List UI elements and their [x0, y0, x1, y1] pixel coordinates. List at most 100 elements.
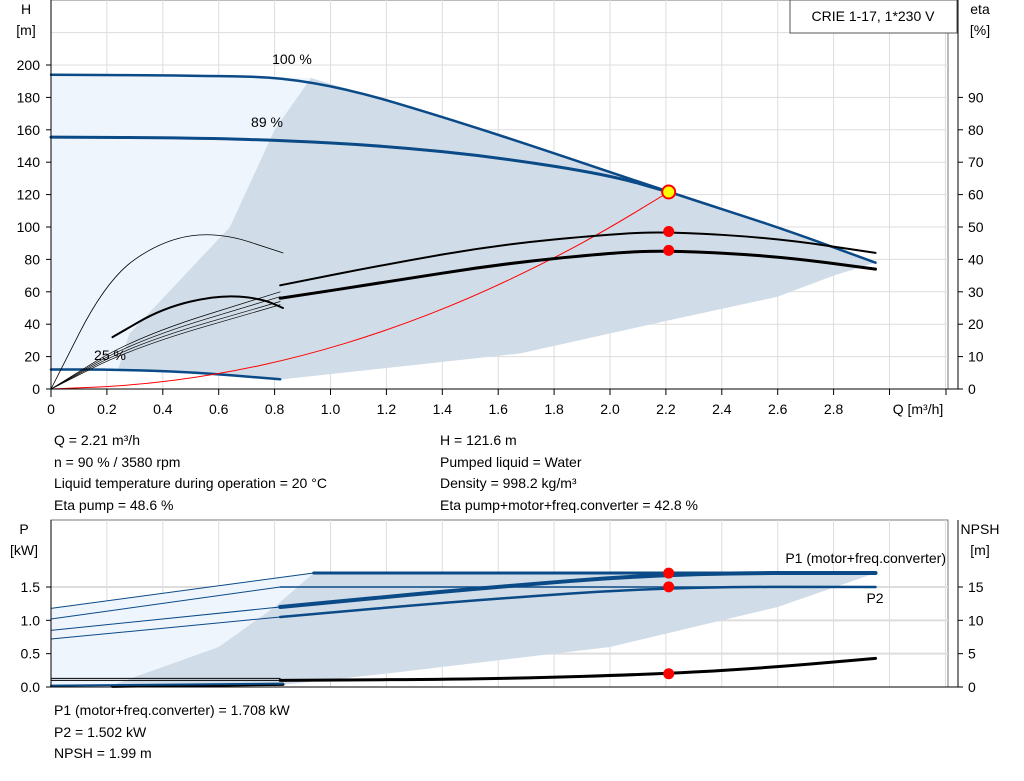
y2-tick-label: 10 [968, 612, 984, 628]
curve-p1-low2 [50, 606, 281, 631]
legend-box [789, 0, 958, 34]
x-tick-label: 2.0 [600, 401, 620, 417]
y-tick-label: 40 [24, 316, 40, 332]
region-light [51, 74, 311, 389]
y-tick-label: 200 [17, 57, 41, 73]
y2-tick-label: 80 [968, 122, 984, 138]
x-tick-label: 0 [47, 401, 55, 417]
operating-point [663, 226, 675, 238]
region-dark [106, 572, 876, 687]
curve-p2-low [50, 586, 281, 620]
chart-1 [46, 519, 963, 688]
curve-p-min [50, 682, 284, 687]
y-tick-label: 1.5 [21, 579, 41, 595]
y-tick-label: 60 [24, 284, 40, 300]
y-tick-label: 0 [32, 381, 40, 397]
x-tick-label: 1.4 [433, 401, 453, 417]
info-bottom: P1 (motor+freq.converter) = 1.708 kW P2 … [54, 700, 290, 765]
y2-tick-label: 10 [968, 349, 984, 365]
x-tick-label: 1.8 [544, 401, 564, 417]
y2-axis-label: NPSH [961, 521, 1000, 537]
y-tick-label: 20 [24, 349, 40, 365]
chart-0 [46, 0, 963, 397]
curve-label-25: 25 % [94, 347, 126, 363]
y-tick-label: 1.0 [21, 612, 41, 628]
curve-eta-total-low [111, 295, 284, 339]
curve-npsh [278, 656, 878, 682]
y-axis-label: P [19, 521, 28, 537]
info-n: n = 90 % / 3580 rpm [54, 453, 181, 470]
info-temp: Liquid temperature during operation = 20… [54, 475, 327, 491]
y2-tick-label: 20 [968, 316, 984, 332]
info-liquid: Pumped liquid = Water [440, 453, 582, 470]
x-axis-label: Q [m³/h] [893, 401, 944, 417]
region-dark [118, 77, 876, 380]
info-q: Q = 2.21 m³/h [54, 432, 140, 448]
operating-point [663, 567, 675, 579]
info-h: H = 121.6 m [440, 432, 517, 448]
label-p1: P1 (motor+freq.converter) [785, 550, 946, 566]
x-tick-label: 1.6 [488, 401, 508, 417]
label-p2: P2 [866, 590, 883, 606]
curve-eta-fan4 [50, 304, 281, 390]
y2-tick-label: 50 [968, 219, 984, 235]
curve-speed-89 [49, 135, 671, 194]
curve-label-89: 89 % [251, 114, 283, 130]
x-tick-label: 1.2 [377, 401, 397, 417]
info-density: Density = 998.2 kg/m³ [440, 475, 577, 491]
y2-tick-label: 0 [968, 381, 976, 397]
curve-p2 [278, 585, 877, 619]
curve-label-100: 100 % [272, 51, 312, 67]
y2-axis-label: eta [970, 1, 990, 17]
x-tick-label: 0.8 [265, 401, 285, 417]
y-tick-label: 0.0 [21, 679, 41, 695]
info-p1: P1 (motor+freq.converter) = 1.708 kW [54, 702, 290, 718]
curve-speed-25 [49, 368, 282, 381]
y2-tick-label: 30 [968, 284, 984, 300]
curve-p2-low2 [50, 616, 281, 640]
curve-p1-low [50, 572, 315, 609]
operating-point [663, 244, 675, 256]
info-left: Q = 2.21 m³/h n = 90 % / 3580 rpm Liquid… [54, 430, 327, 516]
y-tick-label: 180 [17, 89, 41, 105]
duty-point [661, 184, 677, 200]
y2-tick-label: 0 [968, 679, 976, 695]
info-npsh: NPSH = 1.99 m [54, 745, 152, 761]
y-axis-unit: [kW] [10, 542, 38, 558]
x-tick-label: 0.2 [97, 401, 117, 417]
y-axis-unit: [m] [16, 22, 35, 38]
legend-title: CRIE 1-17, 1*230 V [812, 8, 936, 24]
curve-speed-100 [49, 73, 877, 264]
region-light [51, 572, 314, 687]
y2-tick-label: 70 [968, 154, 984, 170]
x-tick-label: 2.2 [656, 401, 676, 417]
x-tick-label: 2.6 [768, 401, 788, 417]
y2-tick-label: 60 [968, 187, 984, 203]
y2-tick-label: 40 [968, 251, 984, 267]
operating-point [663, 668, 675, 680]
x-tick-label: 0.6 [209, 401, 229, 417]
curve-eta-total [278, 249, 878, 300]
y-tick-label: 100 [17, 219, 41, 235]
info-eta-pump: Eta pump = 48.6 % [54, 496, 174, 513]
y-tick-label: 80 [24, 251, 40, 267]
info-eta-total: Eta pump+motor+freq.converter = 42.8 % [440, 496, 698, 513]
y-tick-label: 160 [17, 122, 41, 138]
curve-p1 [278, 570, 878, 609]
operating-point [663, 581, 675, 593]
y-tick-label: 140 [17, 154, 41, 170]
x-tick-label: 2.4 [712, 401, 732, 417]
y-tick-label: 0.5 [21, 646, 41, 662]
curve-system [50, 191, 670, 390]
info-right: H = 121.6 m Pumped liquid = Water Densit… [440, 430, 698, 516]
curve-eta-pump-low [50, 234, 284, 390]
y-axis-label: H [21, 1, 31, 17]
info-p2: P2 = 1.502 kW [54, 723, 147, 740]
x-tick-label: 2.8 [824, 401, 844, 417]
y2-tick-label: 15 [968, 579, 984, 595]
y2-axis-unit: [m] [970, 542, 989, 558]
y-tick-label: 120 [17, 187, 41, 203]
x-tick-label: 0.4 [153, 401, 173, 417]
